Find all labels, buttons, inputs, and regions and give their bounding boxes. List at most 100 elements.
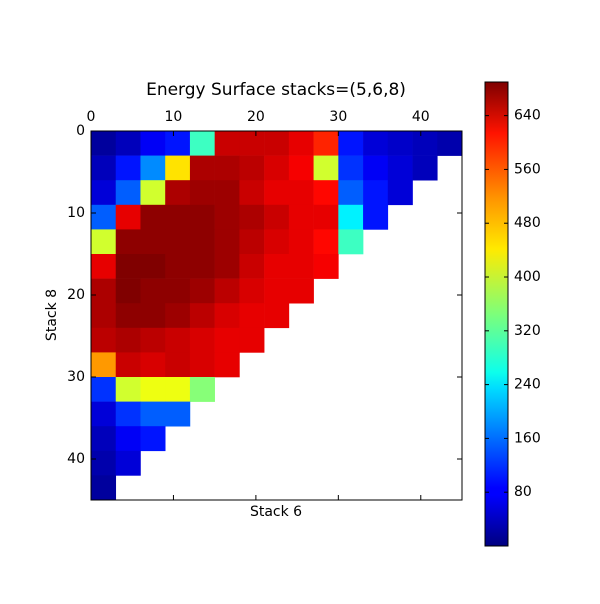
heatmap-cell: [264, 278, 290, 304]
colorbar-tick-label: 160: [514, 430, 541, 446]
chart-title: Energy Surface stacks=(5,6,8): [146, 80, 406, 100]
heatmap-cell: [264, 254, 290, 279]
heatmap-cell: [288, 155, 314, 181]
heatmap-cell: [387, 180, 413, 206]
heatmap-cell: [165, 278, 191, 304]
heatmap-cell: [363, 131, 389, 156]
heatmap-cell: [165, 180, 191, 206]
heatmap-cell: [214, 180, 240, 206]
heatmap-cell: [313, 204, 339, 230]
heatmap-cell: [189, 204, 215, 230]
heatmap-cell: [189, 229, 215, 255]
heatmap-cell: [313, 254, 339, 279]
heatmap-cell: [239, 204, 265, 230]
heatmap-cell: [140, 278, 166, 304]
heatmap-cell: [91, 450, 117, 476]
heatmap-cell: [115, 352, 141, 378]
y-tick-label: 10: [67, 205, 85, 221]
heatmap-cell: [264, 155, 290, 181]
heatmap-cell: [91, 229, 117, 255]
heatmap-cell: [165, 377, 191, 402]
y-axis-label: Stack 8: [44, 289, 60, 341]
heatmap-cell: [338, 229, 364, 255]
heatmap-cell: [165, 303, 191, 329]
heatmap-cell: [189, 254, 215, 279]
colorbar-tick-label: 480: [514, 215, 541, 231]
heatmap-cell: [239, 327, 265, 353]
heatmap-cell: [437, 131, 463, 156]
heatmap-cell: [115, 450, 141, 476]
colorbar-tick-label: 240: [514, 377, 541, 393]
heatmap-cell: [313, 155, 339, 181]
heatmap-cell: [91, 278, 117, 304]
heatmap-cell: [264, 303, 290, 329]
heatmap-cell: [91, 155, 117, 181]
heatmap-cell: [239, 131, 265, 156]
heatmap-cell: [140, 352, 166, 378]
heatmap-cell: [214, 155, 240, 181]
heatmap-cell: [189, 377, 215, 402]
x-tick-label: 20: [247, 109, 265, 125]
heatmap-cell: [91, 254, 117, 279]
heatmap-cell: [140, 131, 166, 156]
heatmap-cell: [165, 327, 191, 353]
y-tick-label: 20: [67, 287, 85, 303]
heatmap-cell: [189, 155, 215, 181]
heatmap-cell: [412, 131, 438, 156]
heatmap-cell: [115, 401, 141, 427]
heatmap-cell: [288, 131, 314, 156]
heatmap-cell: [140, 377, 166, 402]
heatmap-cell: [214, 204, 240, 230]
heatmap-cell: [165, 155, 191, 181]
heatmap-cell: [115, 204, 141, 230]
heatmap-cell: [288, 180, 314, 206]
heatmap-cell: [115, 131, 141, 156]
heatmap-cell: [214, 131, 240, 156]
heatmap-cell: [165, 352, 191, 378]
heatmap-cell: [313, 180, 339, 206]
heatmap-cell: [239, 229, 265, 255]
y-tick-label: 40: [67, 451, 85, 467]
heatmap-cell: [239, 180, 265, 206]
heatmap-cell: [91, 303, 117, 329]
heatmap-cell: [115, 254, 141, 279]
heatmap-cell: [115, 278, 141, 304]
heatmap-cell: [189, 278, 215, 304]
heatmap-cell: [239, 303, 265, 329]
heatmap-cell: [165, 131, 191, 156]
x-tick-label: 30: [329, 109, 347, 125]
heatmap-cell: [140, 204, 166, 230]
heatmap-cell: [140, 254, 166, 279]
heatmap-cell: [288, 229, 314, 255]
x-tick-label: 10: [165, 109, 183, 125]
heatmap-cell: [140, 426, 166, 452]
heatmap-cell: [115, 377, 141, 402]
heatmap-cell: [338, 180, 364, 206]
heatmap-cell: [387, 155, 413, 181]
heatmap-cell: [214, 303, 240, 329]
heatmap-cell: [115, 327, 141, 353]
heatmap-cell: [91, 327, 117, 353]
heatmap-cell: [363, 155, 389, 181]
heatmap-cell: [288, 278, 314, 304]
heatmap-cell: [189, 131, 215, 156]
heatmap-cell: [387, 131, 413, 156]
colorbar-tick-label: 560: [514, 161, 541, 177]
heatmap-cell: [165, 229, 191, 255]
heatmap-cell: [412, 155, 438, 181]
heatmap-cell: [140, 180, 166, 206]
heatmap-cell: [165, 254, 191, 279]
heatmap-cell: [288, 204, 314, 230]
heatmap-cell: [313, 131, 339, 156]
heatmap-cell: [115, 426, 141, 452]
heatmap-cell: [91, 401, 117, 427]
heatmap-cell: [140, 401, 166, 427]
heatmap-cell: [239, 278, 265, 304]
heatmap-cell: [214, 327, 240, 353]
heatmap-cell: [91, 426, 117, 452]
heatmap-cell: [264, 180, 290, 206]
heatmap-cell: [189, 352, 215, 378]
heatmap-cell: [264, 229, 290, 255]
heatmap-cell: [140, 327, 166, 353]
